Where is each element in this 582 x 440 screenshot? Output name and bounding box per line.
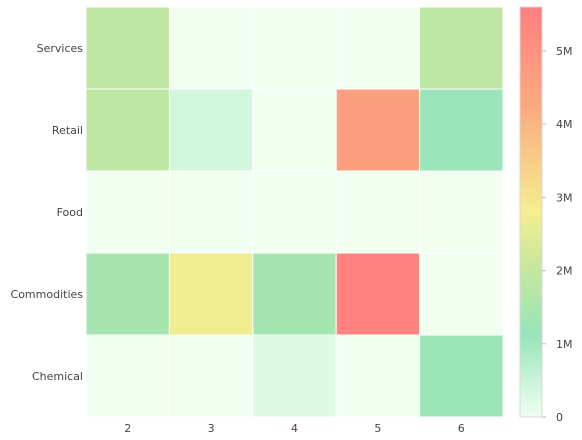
heatmap-cell-services-6 — [419, 6, 504, 90]
heatmap-cell-chemical-6 — [419, 334, 504, 418]
heatmap-cell-food-2 — [85, 170, 170, 254]
heatmap-cell-services-2 — [85, 6, 170, 90]
x-tick-label: 2 — [124, 422, 131, 435]
colorbar-tick-label: 1M — [556, 338, 573, 351]
y-tick-label: Commodities — [11, 288, 84, 301]
heatmap-cell-food-4 — [252, 170, 337, 254]
y-axis-tick-labels: Chemical Commodities Food Retail Services — [11, 42, 84, 383]
heatmap-cell-services-3 — [168, 6, 254, 90]
heatmap-cell-chemical-4 — [252, 334, 337, 418]
y-tick-label: Chemical — [32, 370, 83, 383]
colorbar-tick-label: 5M — [556, 45, 573, 58]
heatmap-cell-retail-6 — [419, 88, 504, 172]
x-tick-label: 6 — [458, 422, 465, 435]
colorbar-tick-label: 3M — [556, 191, 573, 204]
heatmap-cell-chemical-5 — [335, 334, 421, 418]
heatmap-cell-retail-5 — [335, 88, 421, 172]
y-tick-label: Services — [37, 42, 84, 55]
colorbar-gradient — [519, 6, 543, 418]
colorbar-tick-label: 2M — [556, 265, 573, 278]
heatmap-cells — [85, 6, 504, 418]
heatmap-cell-commodities-2 — [85, 252, 170, 336]
colorbar: 0 1M 2M 3M 4M 5M — [519, 6, 573, 424]
heatmap-cell-retail-4 — [252, 88, 337, 172]
y-tick-label: Food — [57, 206, 83, 219]
heatmap-cell-food-6 — [419, 170, 504, 254]
heatmap-cell-chemical-3 — [168, 334, 254, 418]
heatmap-cell-commodities-4 — [252, 252, 337, 336]
heatmap-cell-services-4 — [252, 6, 337, 90]
heatmap-cell-commodities-6 — [419, 252, 504, 336]
x-tick-label: 4 — [291, 422, 298, 435]
heatmap-cell-food-5 — [335, 170, 421, 254]
x-tick-label: 3 — [208, 422, 215, 435]
heatmap-cell-commodities-5 — [335, 252, 421, 336]
x-axis-tick-labels: 2 3 4 5 6 — [124, 422, 465, 435]
heatmap-cell-chemical-2 — [85, 334, 170, 418]
heatmap-cell-retail-3 — [168, 88, 254, 172]
colorbar-tick-label: 4M — [556, 118, 573, 131]
heatmap-cell-services-5 — [335, 6, 421, 90]
heatmap-cell-food-3 — [168, 170, 254, 254]
y-tick-label: Retail — [52, 124, 83, 137]
x-tick-label: 5 — [374, 422, 381, 435]
heatmap-cell-commodities-3 — [168, 252, 254, 336]
heatmap-cell-retail-2 — [85, 88, 170, 172]
colorbar-tick-label: 0 — [556, 411, 563, 424]
